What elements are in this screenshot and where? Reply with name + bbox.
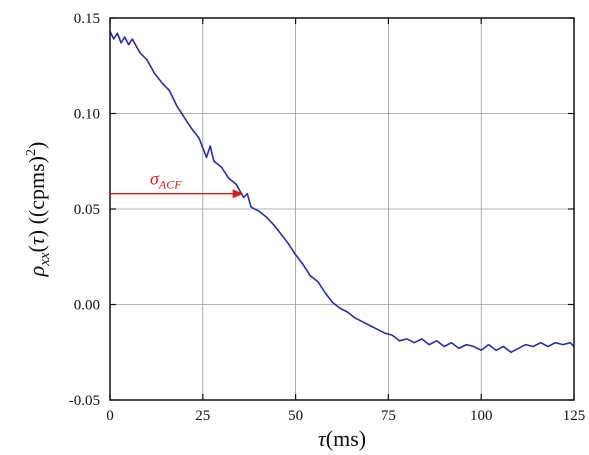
x-axis-label: τ(ms) <box>318 426 366 451</box>
y-axis-label: ρxx(τ) ((cpms)2) <box>24 142 53 278</box>
data-series-line <box>109 31 575 354</box>
x-tick-label: 50 <box>288 408 303 424</box>
y-tick-label: 0.05 <box>74 202 100 218</box>
annotation-arrow-head <box>232 189 244 199</box>
x-tick-label: 25 <box>195 408 210 424</box>
y-tick-label: -0.05 <box>69 393 100 409</box>
y-tick-label: 0.10 <box>74 107 100 123</box>
x-tick-label: 100 <box>470 408 493 424</box>
x-tick-label: 0 <box>106 408 114 424</box>
x-tick-label: 75 <box>381 408 396 424</box>
annotation-label: σACF <box>150 169 182 192</box>
x-tick-label: 125 <box>563 408 586 424</box>
y-tick-label: 0.00 <box>74 298 100 314</box>
y-tick-label: 0.15 <box>74 11 100 27</box>
plot-frame <box>109 17 575 401</box>
